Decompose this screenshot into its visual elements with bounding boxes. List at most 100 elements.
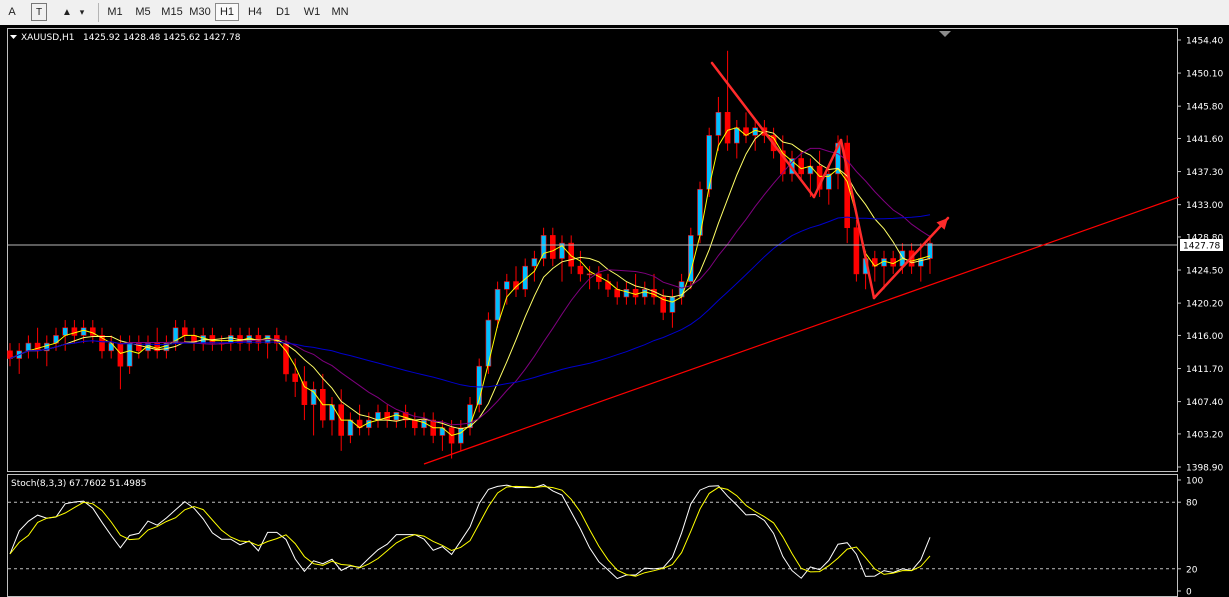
price-tick-label: 1437.30	[1186, 168, 1223, 178]
candle-body	[586, 273, 593, 276]
candle-body	[136, 342, 142, 352]
candle-body	[798, 158, 805, 175]
timeframe-m15-button[interactable]: M15	[161, 6, 183, 18]
price-tick-label: 1433.00	[1186, 201, 1223, 211]
candle-body	[687, 235, 694, 282]
candle-body	[246, 335, 252, 344]
timeframe-m1-button[interactable]: M1	[107, 6, 123, 18]
price-axis: 1454.40 1450.10 1445.80 1441.60 1437.30 1433.…	[1177, 37, 1223, 474]
stochastic-tick-label: 80	[1186, 499, 1198, 509]
candle-body	[411, 419, 418, 429]
price-tick-label: 1407.40	[1186, 398, 1223, 408]
price-tick-label: 1420.20	[1186, 300, 1223, 310]
candle-body	[724, 112, 731, 144]
price-tick-label: 1398.90	[1186, 464, 1223, 474]
timeframe-mn-button[interactable]: MN	[331, 6, 349, 18]
stochastic-title: Stoch(8,3,3) 67.7602 51.4985	[11, 479, 146, 489]
current-price-label: 1427.78	[1180, 239, 1223, 252]
candle-body	[393, 412, 400, 421]
candle-body	[540, 235, 547, 259]
candle-body	[80, 327, 87, 336]
candle-body	[375, 412, 381, 421]
support-trendline[interactable]	[423, 196, 1180, 465]
candle-body	[99, 335, 105, 352]
shapes-dropdown-button[interactable]: ▾	[77, 3, 87, 21]
candle-body	[549, 235, 556, 259]
stochastic-tick-label: 100	[1186, 477, 1203, 487]
candle-body	[292, 373, 299, 382]
timeframe-d1-button[interactable]: D1	[275, 6, 291, 18]
text-tool-button[interactable]: A	[4, 3, 20, 21]
timeframe-m30-button[interactable]: M30	[189, 6, 211, 18]
candle-body	[347, 419, 354, 436]
stochastic-tick-label: 0	[1186, 588, 1192, 597]
price-panel-frame	[7, 28, 1178, 472]
price-tick-label: 1411.70	[1186, 365, 1223, 375]
candle-body	[632, 288, 639, 298]
candle-body	[835, 142, 841, 175]
stochastic-line	[9, 485, 931, 577]
candle-body	[108, 342, 114, 352]
candle-body	[228, 335, 234, 344]
candle-body	[568, 242, 575, 267]
chart-menu-icon[interactable]	[10, 35, 17, 39]
toolbar-divider	[98, 3, 99, 22]
candle-body	[641, 288, 648, 298]
moving-average-line	[9, 147, 931, 426]
candle-body	[660, 296, 667, 313]
timeframe-w1-button[interactable]: W1	[303, 6, 321, 18]
stochastic-line	[9, 484, 931, 580]
candle-body	[825, 173, 832, 190]
chart-title: XAUUSD,H1	[21, 33, 75, 43]
candle-body	[283, 342, 289, 375]
moving-average-line	[9, 130, 931, 430]
price-tick-label: 1441.60	[1186, 135, 1223, 145]
stochastic-layer: 100 80 20 0	[8, 477, 1203, 597]
candle-body	[34, 342, 41, 352]
text-label-tool-button[interactable]: T	[31, 3, 47, 21]
timeframe-h1-button[interactable]: H1	[215, 3, 239, 21]
candle-body	[402, 412, 409, 421]
shapes-tool-button[interactable]: ▲	[58, 3, 76, 21]
candle-body	[25, 342, 32, 352]
timeframe-h4-button[interactable]: H4	[247, 6, 263, 18]
candle-body	[853, 227, 860, 275]
price-tick-label: 1428.80	[1186, 233, 1223, 243]
candle-body	[522, 265, 529, 290]
candle-body	[715, 112, 722, 136]
candle-body	[476, 365, 483, 405]
text-tool-icon: A	[8, 6, 16, 18]
chevron-down-icon: ▾	[79, 6, 85, 17]
candle-body	[7, 350, 13, 359]
candle-body	[559, 242, 565, 259]
price-tick-label: 1424.50	[1186, 267, 1223, 277]
candle-body	[494, 288, 501, 321]
price-tick-label: 1416.00	[1186, 332, 1223, 342]
moving-averages-layer	[9, 127, 931, 437]
price-tick-label: 1450.10	[1186, 70, 1223, 80]
candle-body	[457, 427, 464, 444]
annotation-arrow-segment	[839, 138, 876, 300]
chart-shift-marker-icon[interactable]	[939, 31, 951, 37]
annotation-arrow-segment	[812, 138, 843, 199]
moving-average-line	[9, 214, 931, 388]
candle-body	[126, 342, 133, 367]
candle-body	[43, 342, 50, 352]
candle-body	[467, 404, 473, 429]
candle-body	[614, 288, 621, 298]
price-tick-label: 1445.80	[1186, 103, 1223, 113]
annotation-arrow-segment	[710, 61, 816, 199]
candle-body	[623, 288, 630, 298]
candle-body	[62, 327, 69, 336]
arrow-head-icon	[936, 218, 948, 230]
candle-body	[513, 281, 519, 290]
timeframe-m5-button[interactable]: M5	[135, 6, 151, 18]
candle-body	[503, 281, 510, 290]
candle-body	[807, 165, 814, 175]
annotation-arrow-segment	[872, 216, 950, 300]
candle-body	[163, 342, 170, 352]
chart-canvas[interactable]: 1454.40 1450.10 1445.80 1441.60 1437.30 1433.…	[0, 25, 1229, 597]
candle-body	[577, 265, 584, 275]
shapes-icon: ▲	[62, 6, 72, 18]
chart-toolbar: A T ▲ ▾ M1 M5 M15 M30 H1 H4 D1 W1 MN	[0, 0, 1229, 26]
